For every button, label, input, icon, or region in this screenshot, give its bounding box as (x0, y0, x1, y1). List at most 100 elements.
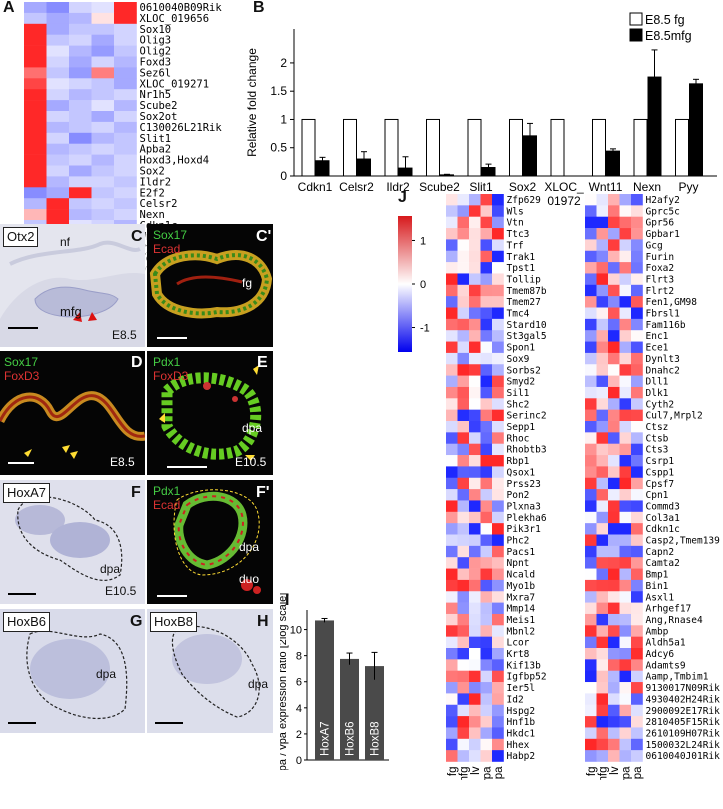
heat-cell (631, 591, 643, 603)
heat-cell (585, 205, 597, 217)
bar (340, 658, 359, 760)
heat-cell (619, 648, 632, 660)
heat-cell (446, 500, 458, 513)
heat-cell (457, 738, 470, 751)
heat-cell (631, 545, 643, 558)
heat-cell (469, 307, 481, 320)
heat-cell (446, 318, 458, 331)
heat-cell (457, 466, 470, 479)
stain-ecad: Ecad (153, 498, 181, 512)
gene-label: Ang,Rnase4 (646, 615, 703, 626)
heat-cell (457, 307, 470, 320)
heat-cell (585, 591, 597, 603)
gene-label: Sox9 (507, 354, 530, 365)
heat-cell (446, 716, 458, 728)
heat-cell (585, 625, 597, 637)
heat-cell (69, 56, 92, 68)
heat-cell (492, 500, 504, 513)
stain-ecad: Ecad (153, 242, 181, 256)
label-duo: duo (239, 572, 260, 586)
heat-cell (585, 636, 597, 649)
heat-cell (596, 409, 609, 422)
heat-cell (619, 489, 632, 501)
heat-cell (69, 176, 92, 188)
heat-cell (596, 250, 609, 263)
heat-cell (46, 67, 70, 79)
heat-cell (480, 432, 493, 444)
stain-label-hoxb6: HoxB6 (3, 612, 51, 632)
heat-cell (596, 523, 609, 535)
gene-label: Capn2 (646, 547, 675, 558)
heat-cell (608, 659, 620, 671)
bar-label: HoxB6 (345, 721, 357, 756)
heat-cell (608, 591, 620, 603)
bar (315, 160, 330, 177)
heat-cell (480, 398, 493, 410)
gene-label: Sox10 (140, 24, 172, 36)
heat-cell (492, 443, 504, 456)
heat-cell (446, 511, 458, 524)
bar (343, 118, 357, 177)
heat-cell (585, 239, 597, 252)
gene-label: Cpsf7 (646, 479, 675, 490)
heat-cell (631, 330, 643, 342)
heat-cell (469, 341, 481, 354)
heat-cell (480, 511, 493, 524)
heat-cell (631, 557, 643, 569)
heat-cell (24, 176, 47, 188)
x-tick-label: 01972 (547, 194, 581, 208)
heat-cell (91, 67, 115, 79)
heat-cell (446, 750, 458, 762)
heat-cell (446, 375, 458, 388)
gene-label: Adcy6 (646, 649, 675, 660)
heat-cell (596, 386, 609, 399)
bar (426, 118, 440, 177)
heat-cell (446, 341, 458, 354)
heat-cell (619, 670, 632, 683)
heat-cell (114, 111, 137, 123)
heat-cell (619, 568, 632, 581)
heat-cell (457, 455, 470, 467)
heat-cell (608, 489, 620, 501)
heat-cell (585, 659, 597, 671)
heat-cell (69, 154, 92, 166)
heat-cell (596, 205, 609, 217)
heat-cell (585, 602, 597, 615)
bar-chart-i: 0 2 4 6 8 10dpa / vpa expression ratio [2log … (280, 593, 389, 770)
gene-label: Trak1 (507, 252, 536, 263)
heat-cell (619, 466, 632, 479)
heat-cell (457, 602, 470, 615)
heat-cell (631, 398, 643, 410)
heat-cell (619, 682, 632, 694)
panel-label-f-prime: F' (256, 484, 270, 501)
heat-cell (446, 636, 458, 649)
heat-cell (596, 341, 609, 354)
x-tick-label: Sox2 (509, 180, 537, 194)
heat-cell (631, 205, 643, 217)
heat-cell (596, 557, 609, 569)
heat-cell (457, 545, 470, 558)
gene-label: Nexn (140, 209, 165, 221)
bar (357, 158, 371, 177)
gene-label: Dnahc2 (646, 365, 680, 376)
heat-cell (608, 262, 620, 274)
heat-cell (619, 602, 632, 615)
heat-cell (24, 34, 47, 46)
heat-cell (114, 67, 137, 79)
heat-cell (91, 56, 115, 68)
heat-cell (608, 466, 620, 479)
heat-cell (619, 421, 632, 433)
heat-cell (596, 443, 609, 456)
heat-cell (492, 625, 504, 637)
heat-cell (631, 477, 643, 490)
heat-cell (69, 34, 92, 46)
heat-cell (469, 375, 481, 388)
gene-label: Sox2 (140, 166, 165, 178)
panel-label-i: I (285, 592, 290, 609)
heat-cell (91, 198, 115, 210)
gene-label: 2610109H07Rik (646, 728, 721, 739)
gene-label: Scube2 (140, 100, 178, 112)
heat-cell (631, 670, 643, 683)
heat-cell (457, 352, 470, 365)
gene-label: Mxra7 (507, 592, 536, 603)
